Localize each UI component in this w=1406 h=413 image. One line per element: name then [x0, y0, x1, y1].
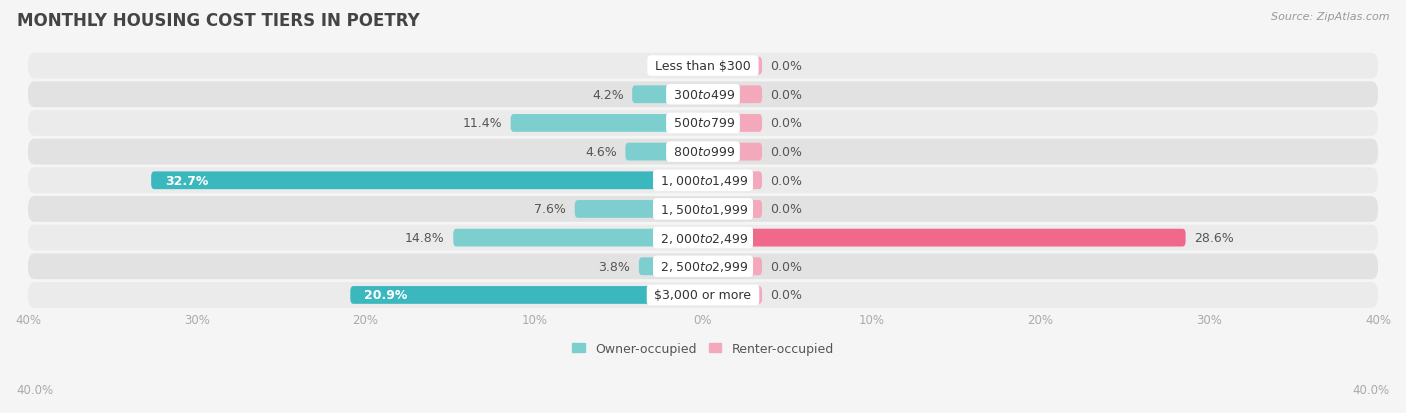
FancyBboxPatch shape — [28, 254, 1378, 280]
FancyBboxPatch shape — [703, 57, 762, 75]
Text: 0.0%: 0.0% — [770, 117, 803, 130]
Text: 28.6%: 28.6% — [1194, 232, 1234, 244]
FancyBboxPatch shape — [28, 54, 1378, 79]
Text: Source: ZipAtlas.com: Source: ZipAtlas.com — [1271, 12, 1389, 22]
Text: 32.7%: 32.7% — [165, 174, 208, 188]
FancyBboxPatch shape — [703, 115, 762, 133]
Text: $800 to $999: $800 to $999 — [669, 146, 737, 159]
Legend: Owner-occupied, Renter-occupied: Owner-occupied, Renter-occupied — [568, 337, 838, 360]
Text: 40.0%: 40.0% — [1353, 384, 1389, 396]
Text: $1,000 to $1,499: $1,000 to $1,499 — [657, 174, 749, 188]
FancyBboxPatch shape — [28, 225, 1378, 251]
FancyBboxPatch shape — [638, 258, 703, 275]
FancyBboxPatch shape — [575, 201, 703, 218]
FancyBboxPatch shape — [703, 229, 1185, 247]
Text: 0.0%: 0.0% — [770, 260, 803, 273]
FancyBboxPatch shape — [28, 139, 1378, 165]
FancyBboxPatch shape — [28, 197, 1378, 222]
Text: $2,500 to $2,999: $2,500 to $2,999 — [657, 260, 749, 274]
Text: Less than $300: Less than $300 — [651, 60, 755, 73]
Text: $300 to $499: $300 to $499 — [669, 88, 737, 102]
Text: 0.0%: 0.0% — [770, 146, 803, 159]
Text: 4.6%: 4.6% — [585, 146, 617, 159]
FancyBboxPatch shape — [703, 286, 762, 304]
FancyBboxPatch shape — [703, 86, 762, 104]
Text: 14.8%: 14.8% — [405, 232, 444, 244]
FancyBboxPatch shape — [703, 201, 762, 218]
FancyBboxPatch shape — [28, 282, 1378, 308]
FancyBboxPatch shape — [703, 172, 762, 190]
Text: 0.0%: 0.0% — [770, 174, 803, 188]
Text: $3,000 or more: $3,000 or more — [651, 289, 755, 302]
Text: 4.2%: 4.2% — [592, 88, 624, 102]
Text: 0.0%: 0.0% — [770, 289, 803, 302]
FancyBboxPatch shape — [28, 82, 1378, 108]
Text: $1,500 to $1,999: $1,500 to $1,999 — [657, 202, 749, 216]
FancyBboxPatch shape — [453, 229, 703, 247]
Text: 11.4%: 11.4% — [463, 117, 502, 130]
Text: 0.0%: 0.0% — [770, 203, 803, 216]
FancyBboxPatch shape — [703, 258, 762, 275]
FancyBboxPatch shape — [28, 111, 1378, 137]
FancyBboxPatch shape — [510, 115, 703, 133]
Text: 0.0%: 0.0% — [662, 60, 695, 73]
FancyBboxPatch shape — [633, 86, 703, 104]
Text: 3.8%: 3.8% — [599, 260, 630, 273]
Text: 7.6%: 7.6% — [534, 203, 567, 216]
Text: 0.0%: 0.0% — [770, 60, 803, 73]
FancyBboxPatch shape — [626, 143, 703, 161]
Text: 40.0%: 40.0% — [17, 384, 53, 396]
FancyBboxPatch shape — [350, 286, 703, 304]
Text: $2,000 to $2,499: $2,000 to $2,499 — [657, 231, 749, 245]
Text: 20.9%: 20.9% — [364, 289, 408, 302]
FancyBboxPatch shape — [28, 168, 1378, 194]
Text: MONTHLY HOUSING COST TIERS IN POETRY: MONTHLY HOUSING COST TIERS IN POETRY — [17, 12, 419, 30]
Text: $500 to $799: $500 to $799 — [669, 117, 737, 130]
Text: 0.0%: 0.0% — [770, 88, 803, 102]
FancyBboxPatch shape — [152, 172, 703, 190]
FancyBboxPatch shape — [703, 143, 762, 161]
